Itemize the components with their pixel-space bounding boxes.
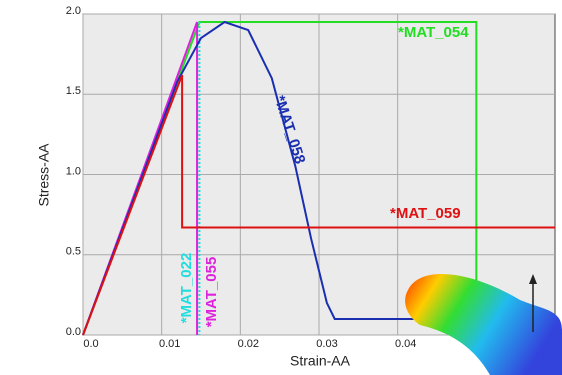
y-tick-label: 1.5 [66,85,81,97]
series-label: *MAT_022 [178,253,195,324]
x-tick-label: 0.03 [316,338,337,350]
x-axis-label: Strain-AA [290,353,351,369]
y-tick-label: 1.0 [66,165,81,177]
series-label: *MAT_054 [398,24,469,41]
y-tick-label: 0.0 [66,326,81,338]
lines [82,20,555,336]
y-tick-label: 2.0 [66,5,81,17]
deformed-mesh-image [405,273,562,375]
series-line [82,20,477,336]
y-tick-label: 0.5 [66,246,81,258]
x-tick-label: 0.02 [238,338,259,350]
x-tick-label: 0.0 [83,338,98,350]
y-axis-label: Stress-AA [36,143,52,207]
x-tick-label: 0.01 [159,338,180,350]
series-line [82,74,555,336]
x-tick-label: 0.04 [395,338,416,350]
series-label: *MAT_055 [203,257,220,328]
labels: *MAT_054*MAT_055*MAT_022*MAT_058*MAT_059 [178,24,469,327]
series-label: *MAT_059 [390,205,461,222]
grid: 0.0 0.01 0.02 0.03 0.04 0.0 0.5 1.0 1.5 2.0 [66,5,555,350]
arrow-head [529,274,537,284]
